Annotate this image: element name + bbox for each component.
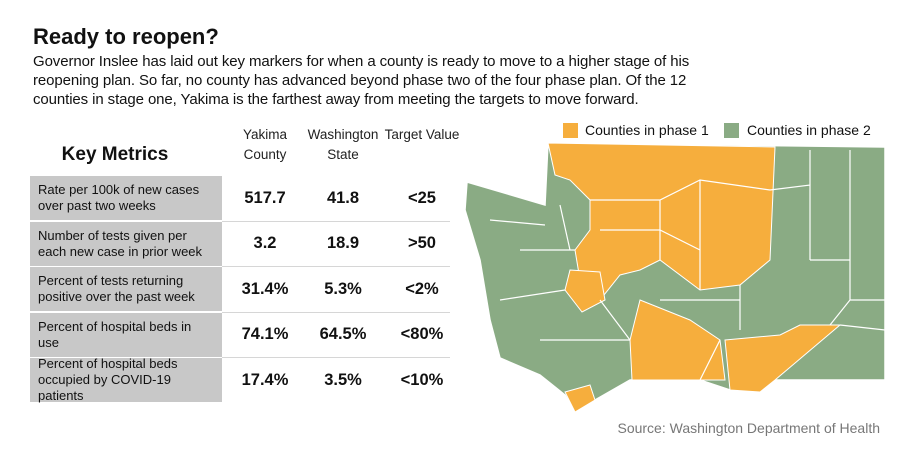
table-cell: <2% — [405, 279, 439, 298]
legend-label: Counties in phase 1 — [585, 122, 709, 138]
phase1-region — [564, 384, 596, 413]
row-label: Percent of tests returning positive over… — [30, 267, 222, 311]
row-label: Number of tests given per each new case … — [30, 221, 222, 266]
table-cell: 3.5% — [324, 370, 362, 389]
table-cell: 64.5% — [319, 325, 367, 343]
table-cell: 17.4% — [241, 370, 289, 389]
legend-swatch — [563, 123, 578, 138]
row-label: Percent of hospital beds occupied by COV… — [30, 356, 222, 403]
table-cell: 41.8 — [326, 188, 360, 207]
table-cell: 5.3% — [324, 279, 362, 298]
county-lines — [489, 150, 886, 381]
table-cell: >50 — [408, 234, 436, 252]
table-cell: 3.2 — [253, 234, 277, 252]
legend-swatch — [724, 123, 739, 138]
column-header: Yakima County — [242, 127, 287, 162]
row-label: Rate per 100k of new cases over past two… — [30, 176, 222, 220]
table-title: Key Metrics — [61, 144, 169, 165]
description-line: Governor Inslee has laid out key markers… — [33, 53, 690, 70]
row-divider — [222, 357, 450, 358]
row-divider — [222, 311, 450, 313]
row-label: Percent of hospital beds in use — [30, 312, 222, 357]
phase1-region — [629, 299, 726, 381]
table-cell: 18.9 — [326, 234, 360, 252]
column-header: Washington State — [307, 127, 379, 162]
legend-label: Counties in phase 2 — [747, 122, 871, 138]
table-cell: 31.4% — [241, 279, 289, 298]
title: Ready to reopen? — [33, 24, 219, 49]
description-line: reopening plan. So far, no county has ad… — [33, 72, 687, 89]
table-cell: <10% — [400, 370, 444, 389]
column-header: Target Value — [384, 127, 460, 142]
row-divider — [222, 266, 450, 267]
table-cell: <25 — [408, 188, 436, 207]
row-divider — [222, 220, 450, 222]
phase1-region — [564, 269, 606, 313]
table-cell: 74.1% — [241, 325, 289, 343]
table-cell: 517.7 — [244, 188, 286, 207]
phase1-region — [724, 324, 842, 393]
table-cell: <80% — [400, 325, 444, 343]
source: Source: Washington Department of Health — [617, 420, 880, 436]
description-line: counties in stage one, Yakima is the far… — [33, 91, 639, 108]
